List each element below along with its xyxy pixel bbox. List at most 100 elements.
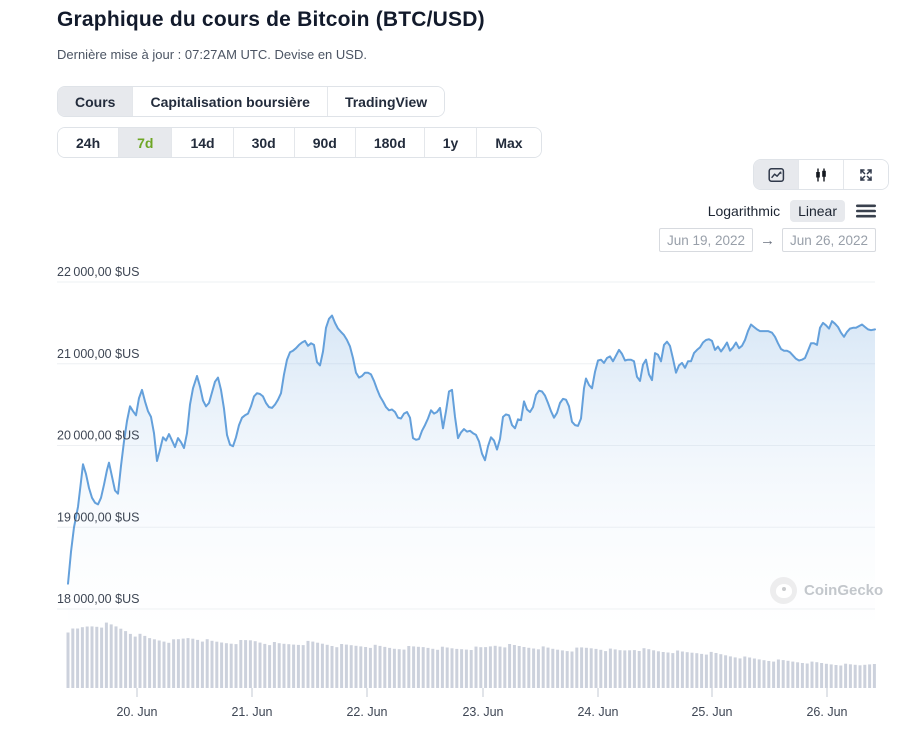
volume-bar [340, 644, 344, 688]
volume-bar [287, 644, 291, 688]
volume-bar [541, 646, 545, 688]
volume-bar [690, 652, 694, 688]
volume-bar [772, 661, 776, 688]
range-button-group: 24h 7d 14d 30d 90d 180d 1y Max [57, 127, 542, 158]
volume-bar [388, 647, 392, 688]
volume-bar [508, 644, 512, 688]
y-axis-labels: 22 000,00 $US 21 000,00 $US 20 000,00 $US 1… [57, 265, 139, 606]
range-max[interactable]: Max [476, 128, 541, 157]
volume-bar [536, 649, 540, 688]
range-14d[interactable]: 14d [171, 128, 233, 157]
volume-bar [628, 650, 632, 688]
volume-bar [738, 658, 742, 688]
volume-bar [205, 639, 209, 688]
tab-tradingview[interactable]: TradingView [326, 87, 445, 116]
tab-cap-label: Capitalisation boursière [150, 93, 310, 110]
range-1y-label: 1y [442, 134, 459, 151]
volume-bar [743, 656, 747, 688]
volume-bar [748, 657, 752, 688]
volume-bar [440, 646, 444, 688]
range-24h-label: 24h [76, 134, 101, 151]
volume-bar [820, 663, 824, 688]
fullscreen-button[interactable] [843, 160, 888, 189]
volume-bar [498, 646, 502, 688]
range-90d[interactable]: 90d [293, 128, 355, 157]
volume-bar [311, 641, 315, 688]
x-axis-label: 26. Jun [806, 705, 847, 719]
volume-bar [392, 648, 396, 688]
watermark-label: CoinGecko [804, 582, 884, 599]
volume-bar [829, 664, 833, 688]
volume-bar [66, 632, 70, 688]
y-axis-label: 19 000,00 $US [57, 510, 139, 524]
volume-bar [263, 643, 267, 688]
candlestick-button[interactable] [798, 160, 843, 189]
tab-cours[interactable]: Cours [58, 87, 133, 116]
volume-bar [676, 650, 680, 688]
volume-bar [839, 665, 843, 688]
volume-bar [584, 647, 588, 688]
volume-bar [709, 651, 713, 688]
volume-bar [493, 645, 497, 688]
range-180d-label: 180d [373, 134, 406, 151]
y-axis-label: 22 000,00 $US [57, 265, 139, 279]
volume-bar [666, 652, 670, 688]
volume-bar [810, 661, 814, 688]
scale-linear[interactable]: Linear [790, 200, 845, 222]
tab-capitalisation-boursiere[interactable]: Capitalisation boursière [132, 87, 327, 116]
volume-bar [330, 646, 334, 688]
volume-bar [632, 650, 636, 688]
range-30d[interactable]: 30d [232, 128, 294, 157]
volume-bar [728, 656, 732, 688]
volume-bar [253, 641, 257, 688]
volume-bar [575, 647, 579, 688]
volume-bar [143, 635, 147, 688]
volume-bar [450, 648, 454, 688]
volume-bar [402, 649, 406, 688]
view-tab-group: Cours Capitalisation boursière TradingVi… [57, 86, 446, 117]
volume-bar [719, 654, 723, 688]
range-1y[interactable]: 1y [423, 128, 477, 157]
volume-bar [196, 639, 200, 688]
volume-bar [484, 647, 488, 688]
chart-menu-button[interactable] [855, 203, 877, 219]
volume-bar [239, 640, 243, 688]
volume-bar [412, 646, 416, 688]
volume-bar [556, 649, 560, 688]
volume-bar [268, 645, 272, 688]
volume-bar [853, 664, 857, 688]
volume-bar [469, 650, 473, 688]
volume-bar [479, 647, 483, 688]
volume-bar [661, 652, 665, 688]
volume-bar [349, 645, 353, 688]
range-7d-label: 7d [137, 134, 154, 151]
volume-bar [104, 622, 108, 688]
line-chart-button[interactable] [754, 160, 798, 189]
volume-bar [455, 648, 459, 688]
date-from-input[interactable] [659, 228, 753, 252]
volume-bar [167, 642, 171, 688]
volume-bar [608, 648, 612, 688]
volume-bar [647, 649, 651, 688]
range-180d[interactable]: 180d [354, 128, 424, 157]
volume-bar [791, 661, 795, 688]
volume-bar [685, 652, 689, 688]
volume-bar [359, 646, 363, 688]
range-24h[interactable]: 24h [58, 128, 119, 157]
volume-bar [229, 643, 233, 688]
range-7d[interactable]: 7d [118, 128, 172, 157]
volume-bar [162, 641, 166, 688]
volume-bar [248, 640, 252, 688]
date-to-input[interactable] [782, 228, 876, 252]
volume-bar [637, 651, 641, 688]
volume-bar [786, 660, 790, 688]
coingecko-watermark: CoinGecko [770, 577, 883, 604]
volume-bar [95, 626, 99, 688]
volume-bar [503, 647, 507, 688]
volume-bar [272, 642, 276, 688]
volume-bar [224, 643, 228, 688]
scale-logarithmic[interactable]: Logarithmic [707, 203, 781, 219]
volume-bar [781, 660, 785, 688]
x-axis-label: 25. Jun [691, 705, 732, 719]
